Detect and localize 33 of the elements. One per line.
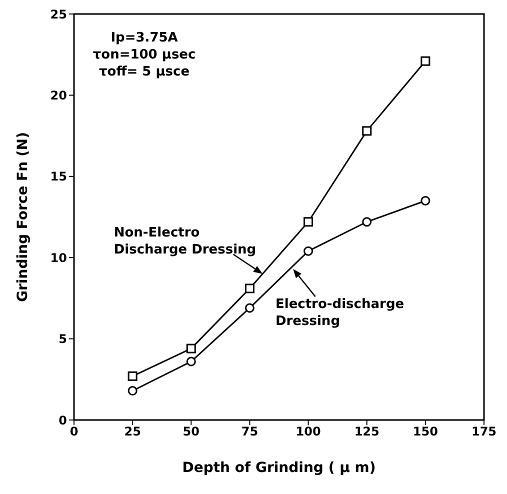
y-tick-label: 0 bbox=[58, 413, 67, 428]
annotation: τoff= 5 μsce bbox=[98, 64, 190, 80]
x-tick-label: 150 bbox=[412, 424, 438, 439]
y-tick-label: 5 bbox=[58, 332, 67, 346]
y-tick-label: 10 bbox=[50, 250, 67, 265]
x-tick-label: 175 bbox=[471, 424, 497, 439]
x-axis-title: Depth of Grinding ( μ m) bbox=[182, 460, 376, 476]
series-label: Non-Electro Discharge Dressing bbox=[114, 225, 256, 258]
point bbox=[304, 217, 314, 227]
point bbox=[244, 284, 254, 294]
x-tick-label: 25 bbox=[124, 424, 141, 439]
annotation: Ip=3.75A bbox=[110, 30, 178, 46]
legend-label: Electro-discharge Dressing bbox=[275, 296, 404, 329]
point bbox=[420, 56, 430, 66]
point bbox=[304, 246, 314, 256]
x-tick-label: 50 bbox=[182, 424, 200, 439]
y-axis-title: Grinding Force Fn (N) bbox=[14, 132, 31, 302]
x-tick-label: 75 bbox=[241, 424, 258, 439]
point bbox=[186, 356, 196, 366]
point bbox=[128, 371, 138, 381]
y-tick-label: 25 bbox=[50, 7, 67, 22]
y-tick-label: 15 bbox=[50, 170, 67, 184]
annotation: τon=100 μsec bbox=[92, 48, 196, 63]
point bbox=[362, 217, 372, 227]
x-tick-label: 125 bbox=[354, 424, 380, 439]
point bbox=[244, 303, 254, 313]
point bbox=[128, 386, 138, 396]
point bbox=[362, 126, 372, 136]
point bbox=[420, 196, 430, 206]
x-tick-label: 0 bbox=[70, 424, 78, 439]
x-tick-label: 100 bbox=[296, 424, 321, 439]
y-tick-label: 20 bbox=[50, 88, 67, 102]
point bbox=[186, 344, 196, 354]
